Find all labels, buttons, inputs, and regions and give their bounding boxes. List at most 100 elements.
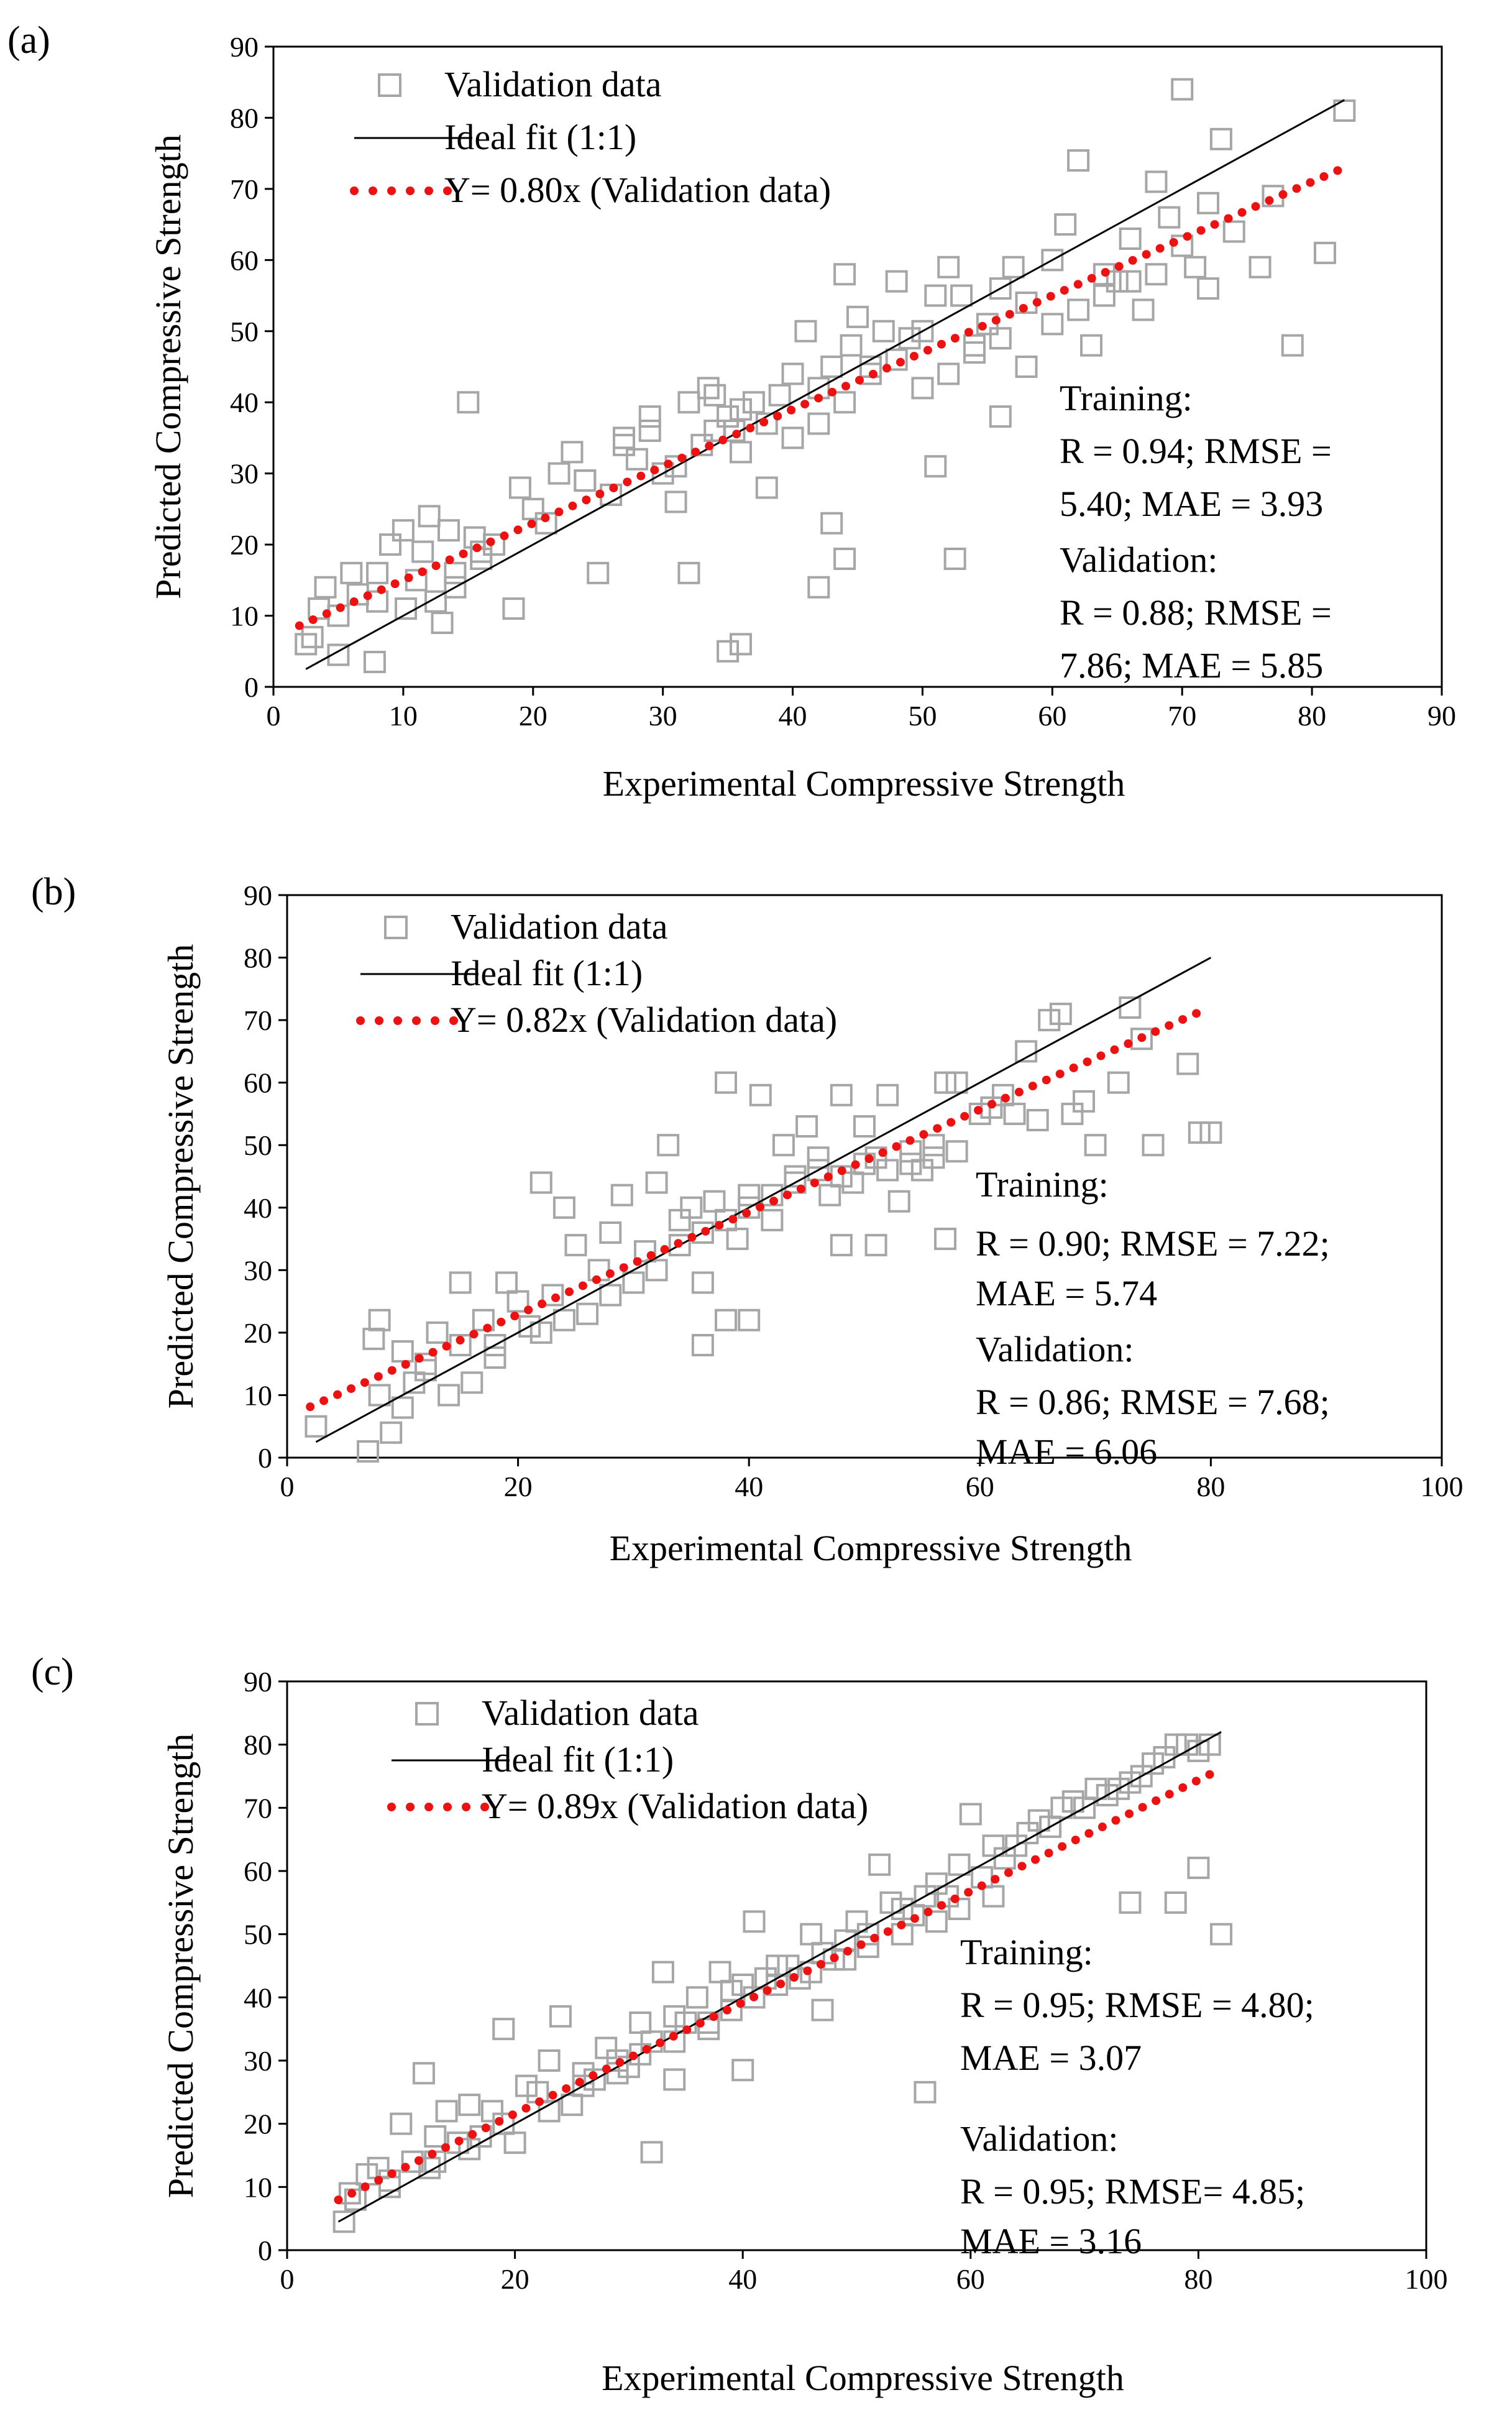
validation-data-point — [891, 1898, 914, 1920]
validation-data-point — [697, 377, 720, 400]
validation-data-point — [610, 1184, 633, 1207]
validation-data-point — [470, 540, 493, 563]
validation-data-point — [685, 1986, 708, 2009]
validation-data-point — [1176, 1052, 1199, 1075]
validation-data-point — [959, 1803, 982, 1826]
validation-data-point — [820, 512, 843, 535]
validation-data-point — [572, 2074, 595, 2097]
validation-data-point — [1171, 78, 1194, 101]
y-tick-label: 10 — [244, 1379, 272, 1411]
validation-data-point — [411, 540, 434, 563]
validation-data-point — [1187, 1856, 1210, 1879]
y-tick-label: 0 — [258, 1442, 272, 1474]
chart-panel-a: 0 10 20 30 40 50 60 70 80 90 0 10 20 30 40 50 60 70 80 90 Va… — [0, 0, 1512, 808]
validation-data-point — [833, 391, 856, 414]
validation-data-point — [508, 476, 531, 499]
validation-data-point — [548, 462, 570, 485]
validation-data-point — [911, 377, 934, 400]
validation-data-point — [338, 2182, 361, 2205]
validation-data-point — [521, 497, 544, 520]
metrics-annotation: Training: — [960, 1932, 1093, 1972]
validation-data-point — [749, 1083, 772, 1106]
validation-data-point — [841, 1171, 864, 1194]
validation-data-point — [483, 533, 506, 556]
legend-label-trend: Y= 0.80x (Validation data) — [444, 170, 831, 210]
metrics-annotation: 5.40; MAE = 3.93 — [1060, 484, 1323, 524]
validation-data-point — [925, 1910, 948, 1933]
validation-data-point — [355, 2163, 378, 2186]
validation-data-point — [503, 2131, 526, 2154]
validation-data-point — [414, 1359, 437, 1382]
x-axis-label: Experimental Compressive Strength — [610, 1528, 1132, 1568]
validation-data-point — [357, 1440, 380, 1463]
validation-data-point — [885, 348, 908, 371]
validation-data-point — [366, 590, 389, 613]
chart-a-svg: 0 10 20 30 40 50 60 70 80 90 0 10 20 30 40 50 60 70 80 90 Va… — [7, 19, 1456, 804]
validation-data-point — [1184, 255, 1207, 278]
chart-b-svg: 0 20 40 60 80 100 0 10 20 30 40 50 60 70 80 90 Validatio… — [31, 871, 1464, 1568]
validation-data-point — [446, 2131, 469, 2154]
validation-data-point — [1050, 1796, 1073, 1819]
validation-data-point — [633, 1240, 656, 1263]
validation-data-point — [1199, 1121, 1222, 1144]
validation-data-point — [444, 576, 467, 599]
validation-data-point — [830, 1234, 853, 1257]
validation-data-point — [818, 1184, 841, 1207]
validation-data-point — [458, 2138, 481, 2161]
validation-data-point — [1145, 170, 1168, 193]
validation-data-point — [1142, 1134, 1165, 1157]
validation-data-point — [761, 1208, 784, 1231]
validation-data-point — [518, 1315, 541, 1338]
validation-data-point — [755, 476, 778, 499]
validation-data-point — [457, 391, 480, 414]
validation-data-point — [1027, 1809, 1050, 1832]
y-tick-label: 30 — [244, 1254, 272, 1286]
validation-data-point — [1061, 1790, 1084, 1813]
validation-data-point — [1314, 241, 1336, 264]
validation-data-point — [367, 2156, 390, 2179]
validation-data-point — [715, 1071, 738, 1094]
validation-data-point — [613, 433, 635, 456]
validation-data-point — [638, 405, 661, 428]
validation-data-point — [599, 1284, 622, 1307]
validation-data-point — [538, 2049, 561, 2072]
validation-data-point — [1119, 1771, 1142, 1794]
validation-data-point — [435, 2100, 458, 2123]
y-tick-label: 10 — [230, 600, 259, 632]
metrics-annotation: MAE = 3.16 — [960, 2221, 1142, 2261]
validation-data-point — [1003, 1102, 1026, 1125]
y-tick-label: 20 — [244, 1317, 272, 1349]
x-tick-label: 100 — [1405, 2263, 1448, 2295]
validation-data-point — [914, 2080, 937, 2103]
validation-data-point — [742, 391, 765, 414]
metrics-annotation: Validation: — [960, 2118, 1119, 2159]
validation-data-point — [629, 2011, 652, 2034]
validation-data-point — [781, 426, 804, 449]
validation-data-point — [1119, 270, 1142, 293]
metrics-annotation: R = 0.95; RMSE = 4.80; — [960, 1985, 1314, 2025]
y-tick-label: 40 — [230, 387, 259, 418]
validation-data-point — [879, 1891, 902, 1914]
validation-data-point — [664, 490, 687, 513]
validation-data-point — [811, 1998, 834, 2021]
validation-data-point — [472, 1308, 495, 1331]
panel-label: (b) — [31, 871, 76, 913]
validation-data-point — [668, 1234, 691, 1257]
validation-data-point — [552, 1196, 575, 1219]
validation-data-point — [1249, 255, 1271, 278]
validation-data-point — [800, 1961, 823, 1984]
validation-data-point — [1005, 1834, 1028, 1857]
trend-line — [295, 163, 1349, 630]
validation-data-point — [910, 1159, 933, 1182]
x-tick-label: 90 — [1427, 700, 1456, 732]
validation-data-point — [295, 633, 318, 656]
validation-data-point — [708, 1961, 731, 1984]
validation-data-point — [483, 1346, 506, 1369]
validation-data-point — [368, 1384, 391, 1407]
validation-data-point — [937, 362, 960, 385]
validation-data-point — [934, 1228, 957, 1251]
validation-data-point — [833, 548, 856, 570]
y-axis-label: Predicted Compressive Strength — [148, 134, 188, 599]
x-tick-label: 80 — [1196, 1471, 1225, 1502]
legend-label-validation: Validation data — [482, 1693, 699, 1733]
